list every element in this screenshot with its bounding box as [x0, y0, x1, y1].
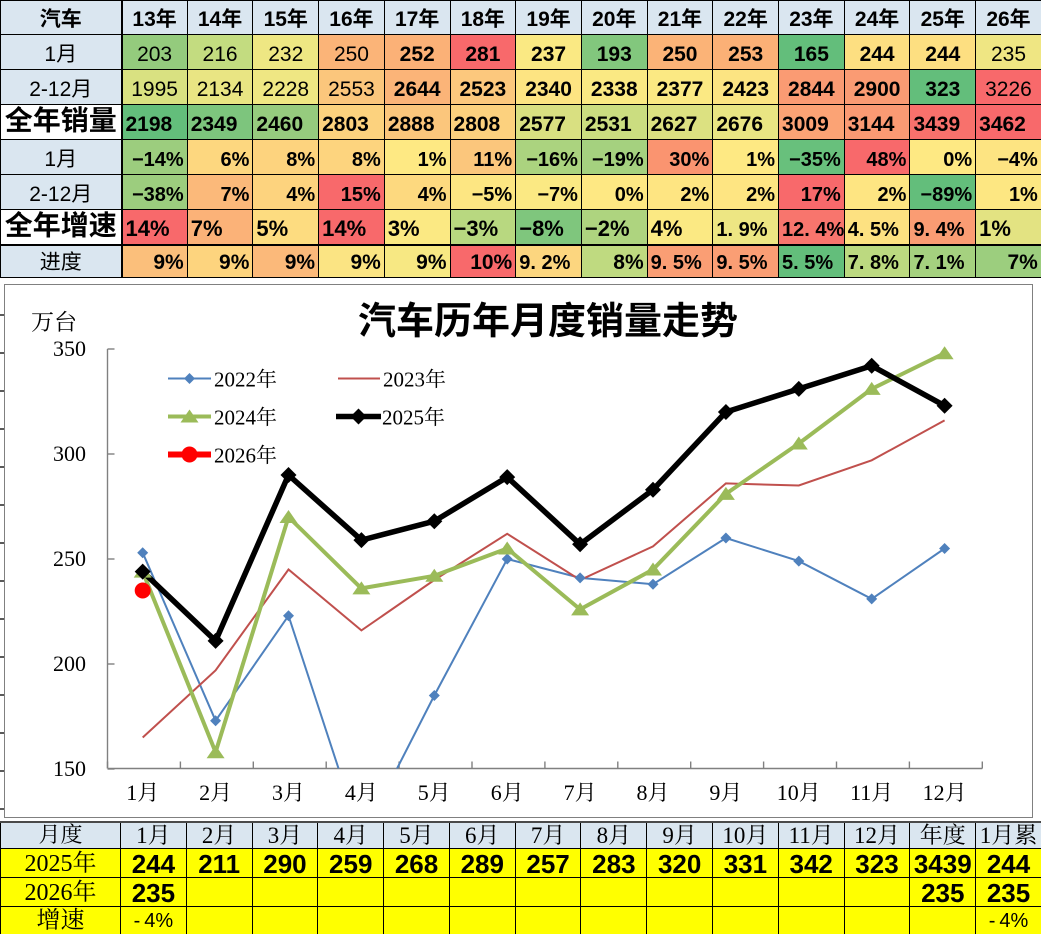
svg-text:2025年: 2025年: [382, 406, 445, 430]
svg-text:200: 200: [53, 651, 86, 676]
svg-text:10月: 10月: [777, 780, 821, 805]
svg-text:300: 300: [53, 441, 86, 466]
svg-text:150: 150: [53, 756, 86, 781]
svg-text:7月: 7月: [564, 780, 597, 805]
svg-text:2024年: 2024年: [214, 406, 277, 430]
svg-text:汽车历年月度销量走势: 汽车历年月度销量走势: [358, 301, 738, 343]
svg-text:9月: 9月: [709, 780, 742, 805]
svg-text:2023年: 2023年: [383, 368, 446, 392]
svg-text:2022年: 2022年: [214, 368, 277, 392]
svg-text:3月: 3月: [272, 780, 305, 805]
svg-text:250: 250: [53, 546, 86, 571]
svg-text:万台: 万台: [31, 310, 77, 335]
svg-text:11月: 11月: [850, 780, 893, 805]
svg-text:4月: 4月: [345, 780, 378, 805]
svg-text:6月: 6月: [491, 780, 524, 805]
svg-text:1月: 1月: [126, 780, 159, 805]
svg-text:350: 350: [53, 336, 86, 361]
svg-text:8月: 8月: [636, 780, 669, 805]
svg-text:2月: 2月: [199, 780, 232, 805]
svg-text:5月: 5月: [418, 780, 451, 805]
svg-text:2026年: 2026年: [214, 444, 277, 468]
svg-text:12月: 12月: [923, 780, 967, 805]
